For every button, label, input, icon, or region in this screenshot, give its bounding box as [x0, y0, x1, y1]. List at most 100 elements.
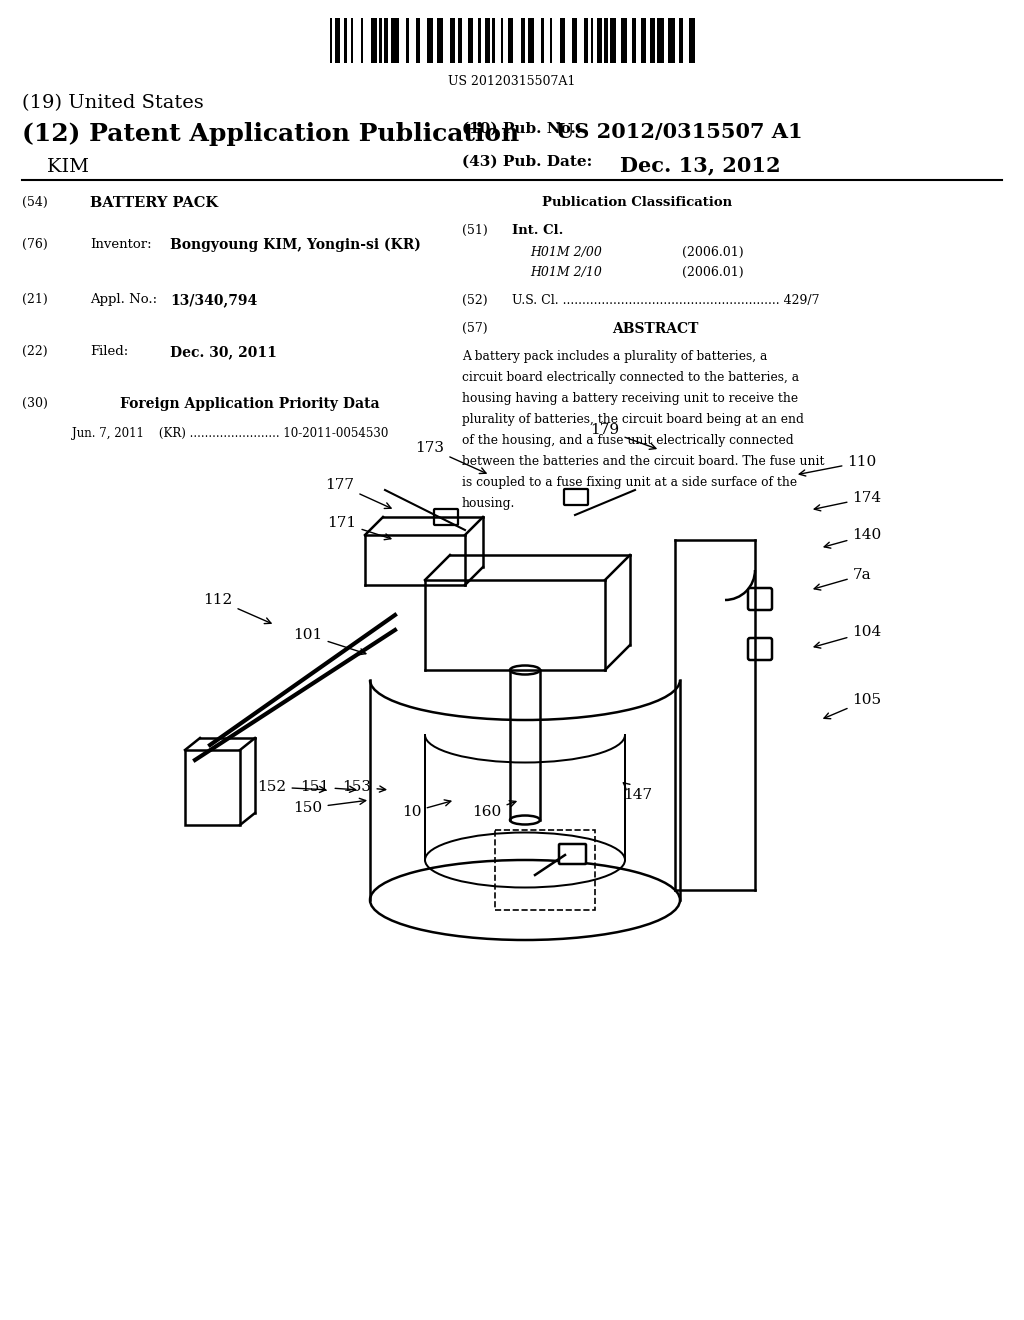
- Text: 179: 179: [591, 422, 656, 449]
- Bar: [622, 18, 628, 63]
- Bar: [550, 18, 553, 63]
- Bar: [330, 18, 333, 63]
- Bar: [427, 18, 433, 63]
- Bar: [649, 18, 654, 63]
- FancyBboxPatch shape: [434, 510, 458, 525]
- Bar: [508, 18, 513, 63]
- Bar: [384, 18, 388, 63]
- Text: 105: 105: [824, 693, 882, 718]
- Text: 112: 112: [204, 593, 271, 623]
- Text: (30): (30): [22, 397, 48, 411]
- Bar: [416, 18, 420, 63]
- Text: A battery pack includes a plurality of batteries, a: A battery pack includes a plurality of b…: [462, 350, 767, 363]
- Bar: [451, 18, 456, 63]
- Bar: [668, 18, 676, 63]
- Text: 10: 10: [402, 800, 451, 818]
- Bar: [633, 18, 636, 63]
- Text: (12) Patent Application Publication: (12) Patent Application Publication: [22, 121, 519, 147]
- Bar: [351, 18, 353, 63]
- Bar: [468, 18, 473, 63]
- Text: housing having a battery receiving unit to receive the: housing having a battery receiving unit …: [462, 392, 798, 405]
- Text: 140: 140: [824, 528, 882, 548]
- Text: 152: 152: [257, 780, 326, 795]
- Text: (10) Pub. No.:: (10) Pub. No.:: [462, 121, 582, 136]
- Bar: [597, 18, 602, 63]
- Text: US 20120315507A1: US 20120315507A1: [449, 75, 575, 88]
- Text: plurality of batteries, the circuit board being at an end: plurality of batteries, the circuit boar…: [462, 413, 804, 426]
- Text: US 2012/0315507 A1: US 2012/0315507 A1: [556, 121, 803, 143]
- Bar: [335, 18, 340, 63]
- Text: (76): (76): [22, 238, 48, 251]
- Text: Jun. 7, 2011    (KR) ........................ 10-2011-0054530: Jun. 7, 2011 (KR) ......................…: [72, 426, 388, 440]
- Text: Appl. No.:: Appl. No.:: [90, 293, 157, 306]
- Bar: [360, 18, 364, 63]
- Text: (22): (22): [22, 345, 48, 358]
- Text: (51): (51): [462, 224, 487, 238]
- Text: 110: 110: [800, 455, 877, 477]
- Bar: [689, 18, 695, 63]
- Text: BATTERY PACK: BATTERY PACK: [90, 195, 218, 210]
- Text: Int. Cl.: Int. Cl.: [512, 224, 563, 238]
- Bar: [495, 830, 595, 909]
- Text: (19) United States: (19) United States: [22, 94, 204, 112]
- Bar: [528, 18, 535, 63]
- Text: 171: 171: [328, 516, 391, 540]
- Bar: [679, 18, 683, 63]
- Bar: [542, 18, 544, 63]
- Text: of the housing, and a fuse unit electrically connected: of the housing, and a fuse unit electric…: [462, 434, 794, 447]
- Bar: [572, 18, 578, 63]
- Text: Publication Classification: Publication Classification: [542, 195, 732, 209]
- Bar: [610, 18, 616, 63]
- Text: Dec. 30, 2011: Dec. 30, 2011: [170, 345, 276, 359]
- Text: Dec. 13, 2012: Dec. 13, 2012: [620, 154, 780, 176]
- Bar: [501, 18, 504, 63]
- Text: Filed:: Filed:: [90, 345, 128, 358]
- Text: 101: 101: [293, 628, 366, 655]
- FancyBboxPatch shape: [748, 638, 772, 660]
- Text: 177: 177: [326, 478, 391, 508]
- Text: 150: 150: [294, 799, 366, 814]
- Text: Foreign Application Priority Data: Foreign Application Priority Data: [120, 397, 380, 411]
- Bar: [520, 18, 525, 63]
- Text: 153: 153: [342, 780, 386, 795]
- FancyBboxPatch shape: [748, 587, 772, 610]
- Bar: [477, 18, 481, 63]
- FancyBboxPatch shape: [559, 843, 586, 865]
- Text: H01M 2/10: H01M 2/10: [530, 267, 602, 279]
- Bar: [493, 18, 495, 63]
- Bar: [591, 18, 593, 63]
- Text: 147: 147: [624, 783, 652, 803]
- Text: (21): (21): [22, 293, 48, 306]
- Text: is coupled to a fuse fixing unit at a side surface of the: is coupled to a fuse fixing unit at a si…: [462, 477, 797, 488]
- Bar: [485, 18, 489, 63]
- Text: (43) Pub. Date:: (43) Pub. Date:: [462, 154, 592, 169]
- Text: circuit board electrically connected to the batteries, a: circuit board electrically connected to …: [462, 371, 799, 384]
- Bar: [604, 18, 608, 63]
- Text: (2006.01): (2006.01): [682, 246, 743, 259]
- Text: KIM: KIM: [22, 158, 89, 176]
- Bar: [437, 18, 443, 63]
- Text: 104: 104: [814, 624, 882, 648]
- Bar: [585, 18, 588, 63]
- Bar: [641, 18, 646, 63]
- Text: 173: 173: [416, 441, 486, 474]
- Bar: [185, 750, 240, 825]
- Text: 174: 174: [814, 491, 882, 511]
- Text: Inventor:: Inventor:: [90, 238, 152, 251]
- Text: 7a: 7a: [814, 568, 871, 590]
- Text: (57): (57): [462, 322, 487, 335]
- Bar: [407, 18, 409, 63]
- Text: 13/340,794: 13/340,794: [170, 293, 257, 308]
- Text: Bongyoung KIM, Yongin-si (KR): Bongyoung KIM, Yongin-si (KR): [170, 238, 421, 252]
- Text: housing.: housing.: [462, 498, 515, 510]
- Text: ABSTRACT: ABSTRACT: [612, 322, 698, 337]
- Text: U.S. Cl. ........................................................ 429/7: U.S. Cl. ...............................…: [512, 294, 819, 308]
- Bar: [560, 18, 565, 63]
- Bar: [657, 18, 665, 63]
- Text: (54): (54): [22, 195, 48, 209]
- Text: H01M 2/00: H01M 2/00: [530, 246, 602, 259]
- Bar: [379, 18, 382, 63]
- Text: 151: 151: [300, 780, 355, 795]
- Text: (52): (52): [462, 294, 487, 308]
- Text: between the batteries and the circuit board. The fuse unit: between the batteries and the circuit bo…: [462, 455, 824, 469]
